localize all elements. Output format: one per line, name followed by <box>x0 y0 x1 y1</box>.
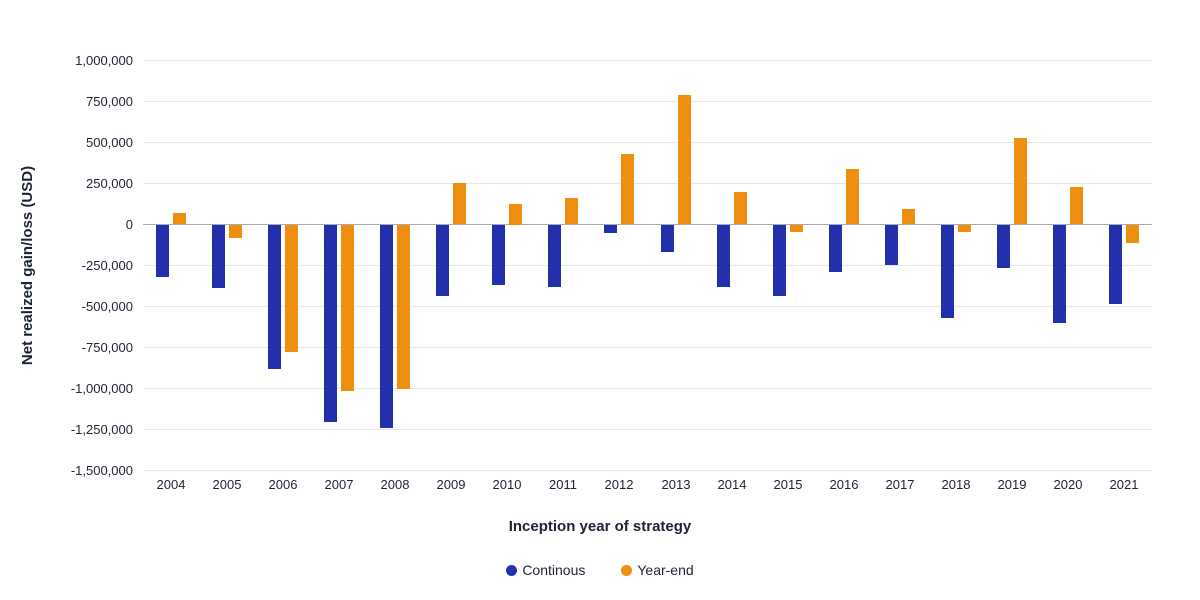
x-tick-label-2019: 2019 <box>997 477 1027 492</box>
y-tick-label: -750,000 <box>81 340 133 355</box>
gridline <box>143 388 1152 389</box>
x-tick-label-2018: 2018 <box>941 477 971 492</box>
bar-2020-year-end <box>1070 187 1083 224</box>
bar-2018-continuous <box>941 225 954 318</box>
x-tick-label-2009: 2009 <box>436 477 466 492</box>
y-tick-label: 250,000 <box>86 176 133 191</box>
bar-2019-continuous <box>997 225 1010 268</box>
x-tick-label-2021: 2021 <box>1109 477 1139 492</box>
x-tick-label-2007: 2007 <box>324 477 354 492</box>
bar-2010-continuous <box>492 225 505 285</box>
x-tick-label-2004: 2004 <box>156 477 186 492</box>
plot-area <box>143 60 1152 471</box>
bar-2004-year-end <box>173 213 186 224</box>
bar-2006-year-end <box>285 225 298 352</box>
y-tick-label: 500,000 <box>86 135 133 150</box>
bar-2008-year-end <box>397 225 410 389</box>
x-tick-label-2017: 2017 <box>885 477 915 492</box>
legend-label-continuous: Continous <box>522 562 586 578</box>
legend: Continous Year-end <box>0 562 1200 578</box>
bar-2021-year-end <box>1126 225 1139 243</box>
y-tick-label: 750,000 <box>86 94 133 109</box>
bar-2009-year-end <box>453 183 466 224</box>
x-tick-label-2008: 2008 <box>380 477 410 492</box>
bar-2021-continuous <box>1109 225 1122 304</box>
x-tick-label-2020: 2020 <box>1053 477 1083 492</box>
y-tick-label: 0 <box>125 217 133 232</box>
x-tick-label-2014: 2014 <box>717 477 747 492</box>
legend-item-year-end: Year-end <box>621 562 694 578</box>
bar-2007-year-end <box>341 225 354 391</box>
legend-swatch-year-end <box>621 564 633 576</box>
bar-2012-continuous <box>604 225 617 233</box>
bar-2011-continuous <box>548 225 561 287</box>
bar-2017-year-end <box>902 209 915 224</box>
bar-2005-year-end <box>229 225 242 238</box>
bar-2014-year-end <box>734 192 747 224</box>
gridline <box>143 142 1152 143</box>
gridline <box>143 470 1152 471</box>
y-tick-label: 1,000,000 <box>75 53 133 68</box>
bar-2012-year-end <box>621 154 634 224</box>
x-tick-label-2012: 2012 <box>604 477 634 492</box>
bar-2006-continuous <box>268 225 281 369</box>
y-tick-label: -1,500,000 <box>70 463 133 478</box>
y-tick-label: -250,000 <box>81 258 133 273</box>
legend-label-year-end: Year-end <box>637 562 694 578</box>
gridline <box>143 265 1152 266</box>
x-tick-label-2006: 2006 <box>268 477 298 492</box>
bar-2019-year-end <box>1014 138 1027 224</box>
gridline <box>143 183 1152 184</box>
x-axis-title: Inception year of strategy <box>508 518 692 535</box>
gridline <box>143 429 1152 430</box>
bar-2017-continuous <box>885 225 898 265</box>
zero-line <box>143 224 1152 225</box>
bar-2014-continuous <box>717 225 730 287</box>
y-tick-label: -500,000 <box>81 299 133 314</box>
bar-2010-year-end <box>509 204 522 225</box>
y-tick-label: -1,000,000 <box>70 381 133 396</box>
gridline <box>143 347 1152 348</box>
bar-2015-continuous <box>773 225 786 296</box>
x-tick-label-2013: 2013 <box>661 477 691 492</box>
bar-2018-year-end <box>958 225 971 232</box>
bar-2016-year-end <box>846 169 859 224</box>
bar-2020-continuous <box>1053 225 1066 323</box>
bar-2013-continuous <box>661 225 674 252</box>
x-tick-label-2015: 2015 <box>773 477 803 492</box>
legend-swatch-continuous <box>506 564 518 576</box>
gridline <box>143 101 1152 102</box>
legend-item-continuous: Continous <box>506 562 585 578</box>
x-tick-label-2016: 2016 <box>829 477 859 492</box>
bar-2015-year-end <box>790 225 803 232</box>
x-tick-label-2005: 2005 <box>212 477 242 492</box>
bar-2011-year-end <box>565 198 578 224</box>
bar-2009-continuous <box>436 225 449 296</box>
bar-2016-continuous <box>829 225 842 272</box>
bar-2013-year-end <box>678 95 691 224</box>
bar-2004-continuous <box>156 225 169 277</box>
x-tick-label-2011: 2011 <box>549 477 577 492</box>
gridline <box>143 60 1152 61</box>
bar-2005-continuous <box>212 225 225 288</box>
y-tick-label: -1,250,000 <box>70 422 133 437</box>
gridline <box>143 306 1152 307</box>
bar-2008-continuous <box>380 225 393 428</box>
bar-2007-continuous <box>324 225 337 422</box>
x-tick-label-2010: 2010 <box>492 477 522 492</box>
